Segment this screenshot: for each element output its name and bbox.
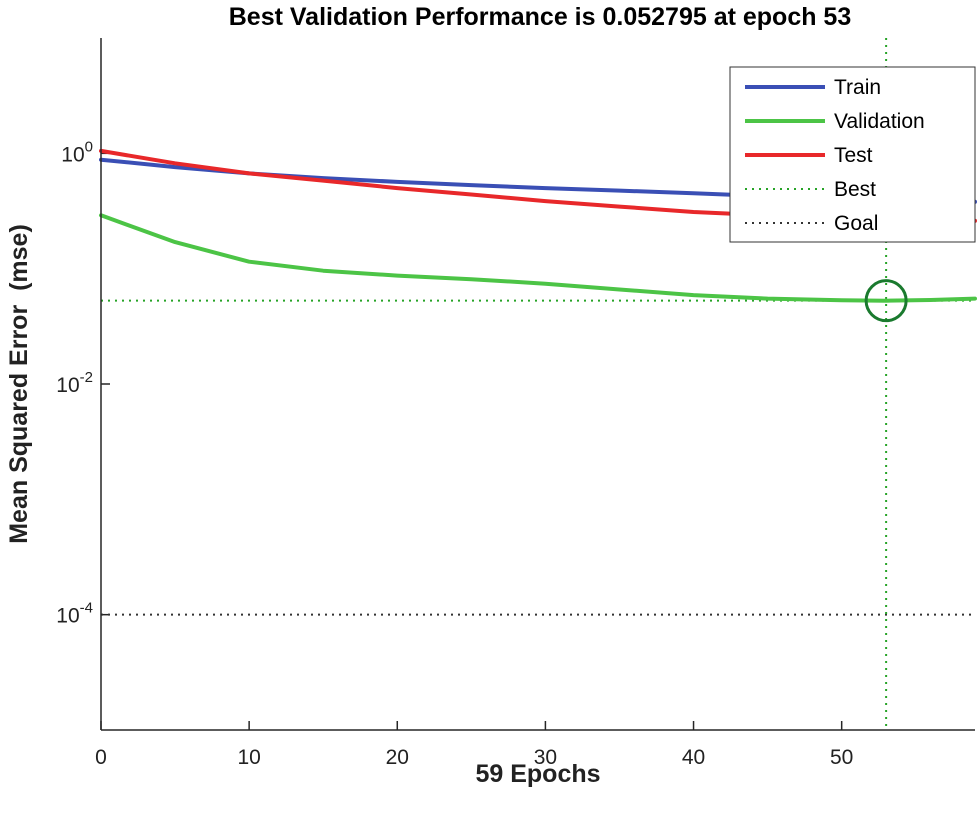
x-axis-label: 59 Epochs [475, 760, 600, 788]
x-tick-label: 50 [830, 746, 853, 769]
x-tick-label: 40 [682, 746, 705, 769]
legend-label-train: Train [834, 76, 881, 99]
x-tick-label: 10 [237, 746, 260, 769]
y-tick-labels: 100 10-2 10-4 [56, 138, 93, 627]
y-axis-label: Mean Squared Error (mse) [5, 224, 33, 544]
x-tick-label: 20 [386, 746, 409, 769]
legend-label-goal: Goal [834, 212, 878, 235]
chart-title: Best Validation Performance is 0.052795 … [229, 3, 852, 31]
y-tick-label: 10-2 [56, 369, 93, 397]
x-tick-label: 30 [534, 746, 557, 769]
legend-label-validation: Validation [834, 110, 925, 133]
y-tick-label: 10-4 [56, 600, 93, 628]
x-tick-label: 0 [95, 746, 107, 769]
series-validation-line [99, 213, 977, 303]
best-marker [864, 279, 908, 323]
legend: Train Validation Test Best Goal [729, 66, 976, 243]
legend-label-best: Best [834, 178, 876, 201]
legend-label-test: Test [834, 144, 873, 167]
legend-entries: Train Validation Test Best Goal [745, 76, 925, 235]
x-tick-labels: 0 10 20 30 40 50 [95, 746, 853, 769]
y-tick-label: 100 [61, 138, 93, 166]
